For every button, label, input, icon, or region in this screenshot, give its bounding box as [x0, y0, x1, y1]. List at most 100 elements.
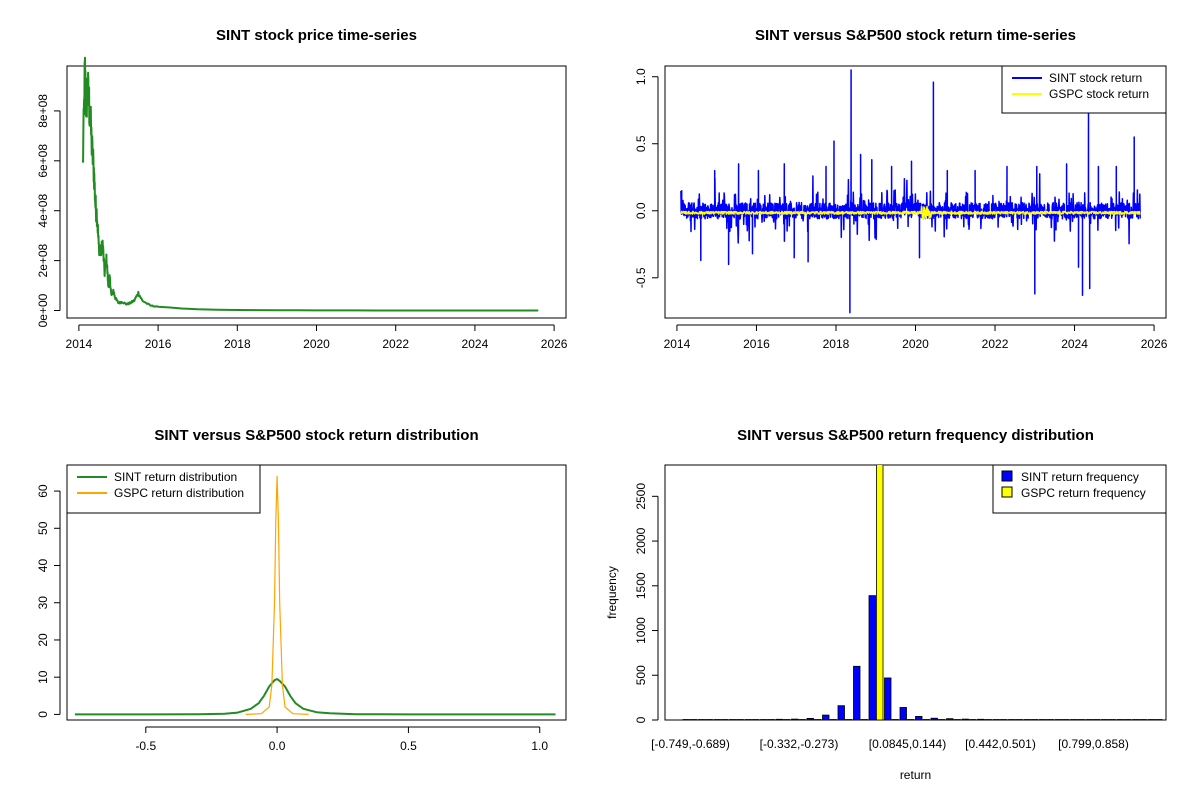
price-y-tick-label: 8e+08 — [36, 94, 50, 128]
price-title: SINT stock price time-series — [216, 27, 417, 44]
frequency-bar — [1039, 719, 1047, 720]
frequency-bar — [946, 718, 954, 720]
frequency-bar — [1101, 719, 1109, 720]
price-x-tick-label: 2014 — [66, 337, 93, 351]
frequency-bar — [705, 719, 713, 720]
frequency-bar — [868, 595, 876, 720]
density-y-tick-label: 50 — [36, 521, 50, 535]
frequency-bar — [736, 719, 744, 720]
price-y-tick-label: 4e+08 — [36, 194, 50, 228]
frequency-bar — [1070, 719, 1078, 720]
density-y-tick-label: 10 — [36, 670, 50, 684]
frequency-bar — [845, 719, 853, 720]
density-y-tick-label: 30 — [36, 596, 50, 610]
frequency-y-tick-label: 1000 — [634, 617, 648, 644]
price-x-tick-label: 2018 — [224, 337, 251, 351]
price-x-tick-label: 2020 — [303, 337, 330, 351]
frequency-bar — [1155, 719, 1163, 720]
frequency-bar — [698, 719, 706, 720]
frequency-bar — [682, 719, 690, 720]
frequency-bar — [814, 719, 822, 720]
frequency-bar — [1085, 719, 1093, 720]
frequency-bar — [829, 719, 837, 720]
frequency-bar — [1132, 719, 1140, 720]
frequency-bars — [682, 465, 1163, 720]
frequency-x-tick-label: [-0.332,-0.273) — [760, 737, 839, 751]
frequency-bar — [922, 719, 930, 720]
density-legend-box — [66, 464, 261, 514]
price-y-tick-label: 0e+00 — [36, 293, 50, 327]
frequency-bar — [984, 719, 992, 720]
frequency-bar — [891, 719, 899, 720]
frequency-bar — [938, 719, 946, 720]
frequency-bar — [1108, 719, 1116, 720]
frequency-bar — [1124, 719, 1132, 720]
frequency-y-tick-label: 500 — [634, 665, 648, 685]
frequency-bar — [798, 719, 806, 720]
frequency-bar — [1147, 719, 1155, 720]
returns-title: SINT versus S&P500 stock return time-ser… — [755, 27, 1076, 44]
returns-x-tick-label: 2022 — [982, 337, 1009, 351]
frequency-bar — [1000, 719, 1008, 720]
frequency-bar — [1062, 719, 1070, 720]
frequency-bar — [713, 719, 721, 720]
frequency-legend-swatch — [1001, 486, 1013, 498]
returns-x-tick-label: 2026 — [1141, 337, 1168, 351]
frequency-bar — [860, 719, 868, 720]
frequency-bar — [961, 718, 969, 720]
frequency-bar — [1139, 719, 1147, 720]
frequency-bar — [992, 719, 1000, 720]
returns-y-tick-label: 0.0 — [634, 202, 648, 219]
density-title: SINT versus S&P500 stock return distribu… — [154, 427, 478, 444]
returns-legend-label: SINT stock return — [1049, 71, 1142, 85]
price-series-line — [81, 56, 539, 312]
density-x-tick-label: 0.0 — [269, 739, 286, 753]
returns-x-tick-label: 2016 — [743, 337, 770, 351]
frequency-x-tick-label: [0.442,0.501) — [965, 737, 1036, 751]
price-y-tick-label: 6e+08 — [36, 144, 50, 178]
density-series-line-1 — [74, 678, 556, 716]
returns-x-tick-label: 2024 — [1061, 337, 1088, 351]
frequency-bar — [899, 707, 907, 720]
returns-x-tick-label: 2018 — [823, 337, 850, 351]
returns-y-tick-label: 1.0 — [634, 68, 648, 85]
frequency-bar — [915, 716, 923, 720]
frequency-x-tick-label: [-0.749,-0.689) — [651, 737, 730, 751]
frequency-bar — [1008, 719, 1016, 720]
frequency-bar — [822, 714, 830, 720]
frequency-bar — [907, 719, 915, 720]
price-x-tick-label: 2016 — [145, 337, 172, 351]
density-legend-label: GSPC return distribution — [114, 486, 244, 500]
returns-gspc-line — [680, 205, 1141, 221]
frequency-bar — [884, 677, 892, 720]
frequency-bar — [853, 665, 861, 720]
frequency-bar — [806, 717, 814, 720]
density-legend-label: SINT return distribution — [114, 470, 237, 484]
price-plot-frame — [66, 65, 567, 319]
price-x-tick-label: 2024 — [462, 337, 489, 351]
density-y-tick-label: 40 — [36, 559, 50, 573]
returns-x-tick-label: 2020 — [902, 337, 929, 351]
frequency-bar — [969, 719, 977, 720]
price-y-tick-label: 2e+08 — [36, 243, 50, 277]
price-x-tick-label: 2022 — [382, 337, 409, 351]
density-series-line-2 — [245, 475, 309, 715]
frequency-bar — [729, 719, 737, 720]
frequency-bar — [1031, 719, 1039, 720]
frequency-x-tick-label: [0.799,0.858) — [1058, 737, 1129, 751]
frequency-legend-label: SINT return frequency — [1021, 470, 1139, 484]
frequency-bar — [721, 719, 729, 720]
frequency-y-axis-title: frequency — [605, 566, 619, 619]
frequency-y-tick-label: 1500 — [634, 572, 648, 599]
frequency-bar — [1046, 719, 1054, 720]
frequency-legend-swatch — [1001, 470, 1013, 482]
returns-y-tick-label: -0.5 — [634, 267, 648, 288]
density-y-tick-label: 60 — [36, 484, 50, 498]
frequency-bar — [760, 719, 768, 720]
frequency-y-tick-label: 2000 — [634, 527, 648, 554]
frequency-bar — [791, 718, 799, 720]
density-x-tick-label: -0.5 — [135, 739, 156, 753]
frequency-y-tick-label: 0 — [634, 716, 648, 723]
density-x-tick-label: 0.5 — [400, 739, 417, 753]
